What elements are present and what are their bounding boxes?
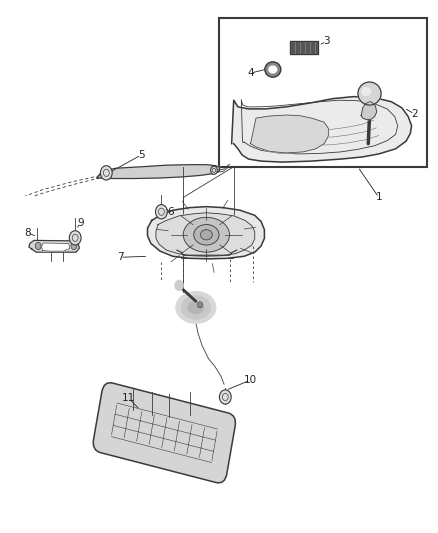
- Bar: [290, 42, 318, 54]
- Text: 4: 4: [247, 68, 254, 78]
- Polygon shape: [232, 96, 412, 162]
- Text: 10: 10: [244, 375, 257, 385]
- Circle shape: [71, 243, 77, 249]
- Polygon shape: [148, 207, 265, 259]
- Ellipse shape: [265, 62, 281, 77]
- Ellipse shape: [268, 66, 277, 74]
- Text: 7: 7: [117, 252, 124, 262]
- Text: 11: 11: [122, 393, 135, 403]
- Polygon shape: [156, 213, 255, 256]
- Ellipse shape: [201, 230, 212, 240]
- Polygon shape: [361, 102, 377, 119]
- Text: 1: 1: [375, 192, 382, 203]
- Circle shape: [211, 166, 217, 174]
- Polygon shape: [42, 243, 70, 251]
- Ellipse shape: [362, 87, 371, 95]
- Polygon shape: [97, 165, 220, 179]
- Ellipse shape: [194, 224, 219, 245]
- Circle shape: [198, 302, 203, 308]
- Text: 9: 9: [77, 218, 84, 228]
- FancyBboxPatch shape: [93, 383, 236, 483]
- Ellipse shape: [176, 292, 216, 324]
- Circle shape: [35, 243, 41, 249]
- Ellipse shape: [183, 217, 230, 252]
- Bar: [219, 18, 427, 167]
- Polygon shape: [251, 115, 328, 153]
- Circle shape: [100, 166, 112, 180]
- Polygon shape: [29, 240, 79, 252]
- Circle shape: [175, 280, 183, 290]
- Circle shape: [69, 231, 81, 245]
- Text: 8: 8: [25, 228, 31, 238]
- Text: 3: 3: [323, 36, 329, 46]
- Bar: [290, 42, 318, 54]
- Ellipse shape: [181, 296, 211, 319]
- Circle shape: [219, 390, 231, 404]
- Ellipse shape: [188, 301, 204, 314]
- Text: 5: 5: [138, 150, 145, 160]
- Text: 6: 6: [167, 207, 174, 217]
- Ellipse shape: [358, 82, 381, 105]
- Circle shape: [155, 205, 167, 219]
- Text: 2: 2: [411, 109, 418, 119]
